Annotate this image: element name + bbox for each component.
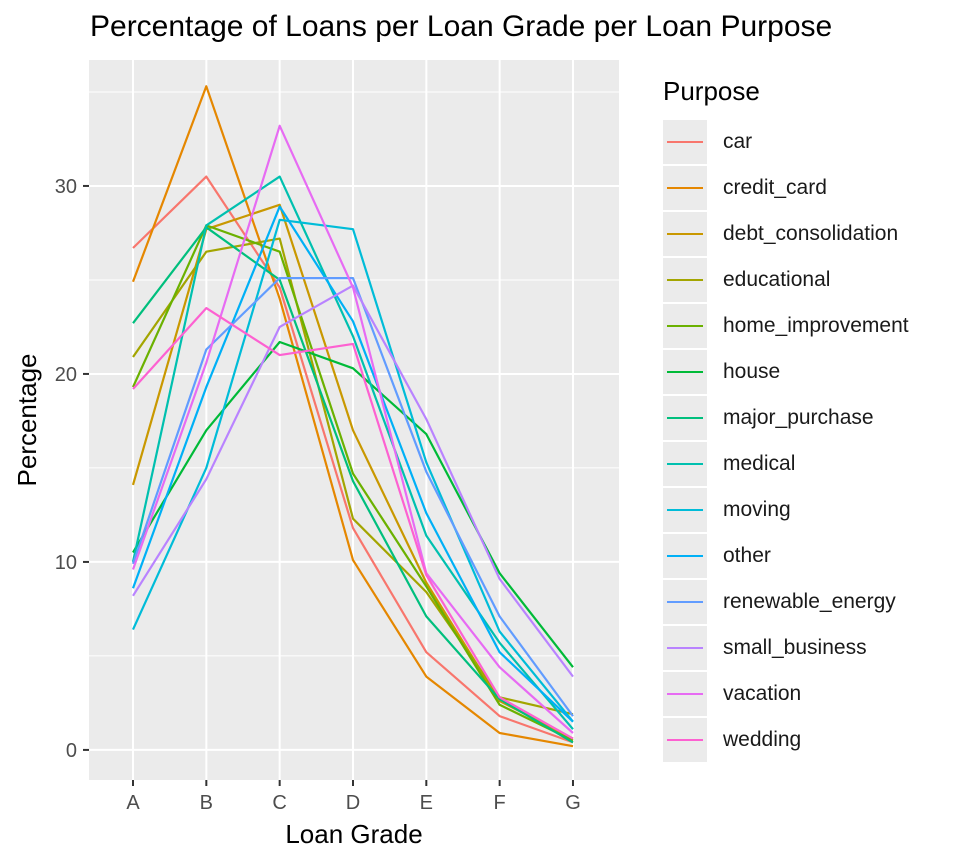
legend-label: car [723, 130, 753, 153]
legend-key [663, 580, 707, 624]
legend-entry: home_improvement [663, 304, 960, 348]
series-line-credit-card [131, 85, 574, 748]
legend-entry: moving [663, 488, 960, 532]
legend-key [663, 534, 707, 578]
legend-line-swatch [667, 233, 703, 235]
y-tick-label: 20 [55, 364, 77, 386]
legend-key [663, 258, 707, 302]
legend-key [663, 396, 707, 440]
legend-line-swatch [667, 601, 703, 603]
legend-entry: credit_card [663, 166, 960, 210]
legend-entry: medical [663, 442, 960, 486]
legend-entry: vacation [663, 672, 960, 716]
legend-key [663, 304, 707, 348]
legend-line-swatch [667, 141, 703, 143]
legend-entry: major_purchase [663, 396, 960, 440]
y-axis-label: Percentage [12, 354, 42, 487]
x-tick-label: B [200, 792, 213, 814]
legend-label: home_improvement [723, 314, 909, 337]
legend-label: other [723, 544, 771, 567]
legend-key [663, 442, 707, 486]
legend-label: wedding [723, 728, 802, 751]
legend-key [663, 120, 707, 164]
legend-label: educational [723, 268, 831, 291]
x-tick-label: F [494, 792, 506, 814]
axis-ticks [83, 184, 574, 786]
legend-label: major_purchase [723, 406, 874, 429]
legend-line-swatch [667, 417, 703, 419]
series-line-medical [131, 175, 574, 730]
legend-key [663, 488, 707, 532]
x-tick-label: D [346, 792, 360, 814]
legend-entry: debt_consolidation [663, 212, 960, 256]
legend-entry: renewable_energy [663, 580, 960, 624]
legend-label: renewable_energy [723, 590, 896, 613]
legend-line-swatch [667, 187, 703, 189]
legend-line-swatch [667, 279, 703, 281]
legend-key [663, 166, 707, 210]
series-line-other [131, 205, 574, 723]
x-axis-label: Loan Grade [285, 819, 422, 849]
legend-entry: car [663, 120, 960, 164]
series-lines [131, 85, 574, 748]
x-tick-label: A [126, 792, 140, 814]
y-tick-label: 10 [55, 552, 77, 574]
x-tick-label: C [272, 792, 286, 814]
series-line-renewable-energy [131, 277, 574, 717]
legend-entry: house [663, 350, 960, 394]
y-tick-label: 30 [55, 176, 77, 198]
legend-label: moving [723, 498, 791, 521]
legend-key [663, 212, 707, 256]
legend-key [663, 718, 707, 762]
legend-entry: small_business [663, 626, 960, 670]
legend-label: debt_consolidation [723, 222, 899, 245]
legend-line-swatch [667, 693, 703, 695]
legend-label: house [723, 360, 781, 383]
legend-line-swatch [667, 325, 703, 327]
legend-label: medical [723, 452, 796, 475]
legend-entry: educational [663, 258, 960, 302]
legend-key [663, 350, 707, 394]
series-line-house [132, 340, 574, 668]
legend-line-swatch [667, 371, 703, 373]
x-tick-labels: A B C D E F G [126, 792, 580, 814]
y-tick-labels: 0 10 20 30 [55, 176, 77, 762]
major-gridlines [89, 60, 619, 780]
series-line-moving [131, 218, 574, 723]
series-line-car [132, 175, 574, 744]
legend-label: vacation [723, 682, 802, 705]
chart-title: Percentage of Loans per Loan Grade per L… [90, 10, 833, 43]
legend-key [663, 672, 707, 716]
x-tick-label: E [420, 792, 433, 814]
series-line-wedding [132, 307, 574, 740]
series-line-vacation [131, 124, 574, 734]
legend-label: small_business [723, 636, 867, 659]
legend-entry: wedding [663, 718, 960, 762]
legend-line-swatch [667, 647, 703, 649]
legend-label: credit_card [723, 176, 827, 199]
legend-line-swatch [667, 509, 703, 511]
y-tick-label: 0 [66, 740, 77, 762]
x-tick-label: G [565, 792, 581, 814]
legend-line-swatch [667, 463, 703, 465]
legend-line-swatch [667, 555, 703, 557]
legend-title: Purpose [663, 76, 760, 106]
legend-line-swatch [667, 739, 703, 741]
legend-entry: other [663, 534, 960, 578]
legend-key [663, 626, 707, 670]
